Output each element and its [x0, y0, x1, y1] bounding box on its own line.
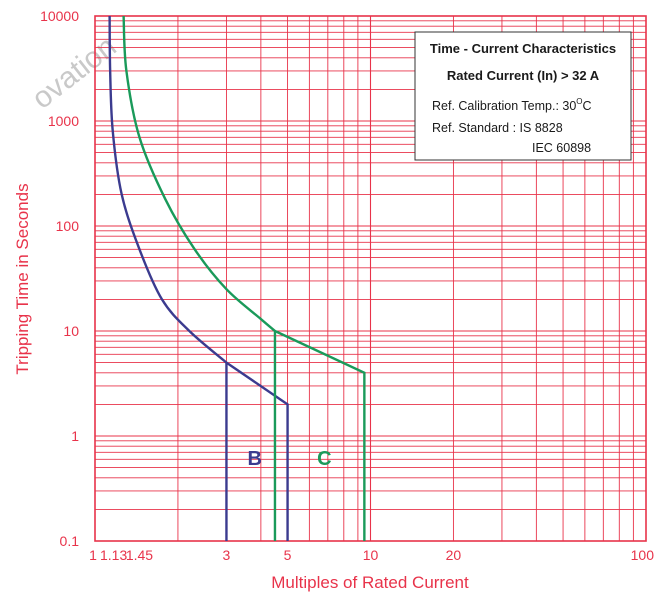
watermark: ovation	[26, 30, 123, 116]
y-tick-label: 100	[56, 218, 80, 234]
x-tick-label: 10	[363, 547, 379, 563]
series-B-label: B	[248, 448, 262, 470]
x-tick-labels: 1 1.131.45 3 5 10 20 100	[89, 547, 654, 563]
y-tick-label: 0.1	[60, 533, 80, 549]
x-tick-label: 1.45	[126, 547, 153, 563]
y-tick-label: 1000	[48, 113, 79, 129]
y-tick-label: 10000	[40, 8, 79, 24]
reference-standard: Ref. Standard : IS 8828	[432, 121, 563, 135]
x-axis-label: Multiples of Rated Current	[271, 573, 469, 592]
series-C-curve	[122, 15, 276, 332]
annotation-box-frame	[414, 31, 632, 161]
x-tick-label: 5	[284, 547, 292, 563]
x-tick-label: 1	[89, 547, 97, 563]
reference-standard-2: IEC 60898	[532, 141, 591, 155]
x-tick-label: 3	[223, 547, 231, 563]
series-B-curve	[108, 15, 228, 364]
series-C-label: C	[317, 448, 331, 470]
calibration-suffix: C	[583, 99, 592, 113]
calibration-prefix: Ref. Calibration Temp.: 30	[432, 99, 576, 113]
series-C-trip-band	[274, 329, 366, 541]
series-C: C	[122, 15, 366, 541]
x-tick-label: 1.13	[100, 547, 127, 563]
series-B: B	[108, 15, 289, 541]
chart-subtitle: Rated Current (In) > 32 A	[447, 68, 600, 83]
annotation-box: Time - Current Characteristics Rated Cur…	[414, 31, 632, 161]
plot-frame	[94, 15, 647, 542]
x-tick-label: 100	[631, 547, 655, 563]
y-axis-label: Tripping Time in Seconds	[13, 183, 32, 374]
y-tick-label: 1	[71, 428, 79, 444]
calibration-temp: Ref. Calibration Temp.: 30OC	[432, 97, 592, 113]
calibration-sup: O	[576, 97, 582, 106]
x-tick-label: 20	[446, 547, 462, 563]
y-tick-label: 10	[63, 323, 79, 339]
y-tick-labels: 0.1 1 10 100 1000 10000	[40, 8, 79, 549]
chart-title: Time - Current Characteristics	[430, 41, 616, 56]
series-B-trip-band	[225, 361, 289, 541]
